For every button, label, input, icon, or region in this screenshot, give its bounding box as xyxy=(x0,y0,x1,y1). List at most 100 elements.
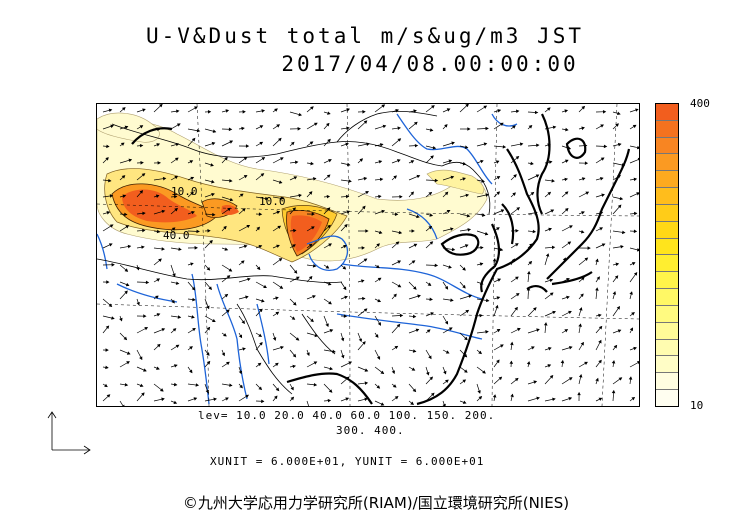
wind-vector-head xyxy=(596,276,600,280)
wind-vector-head xyxy=(413,243,418,247)
wind-vector-head xyxy=(158,258,162,262)
wind-vector-head xyxy=(136,301,140,306)
wind-vector-head xyxy=(126,361,130,365)
wind-vector-head xyxy=(533,380,538,384)
colorbar-segment xyxy=(656,221,678,239)
colorbar-segment xyxy=(656,390,678,406)
contour-label: 40.0 xyxy=(163,229,190,242)
wind-vector-head xyxy=(546,107,551,111)
wind-vector-head xyxy=(448,327,453,331)
wind-vector-head xyxy=(515,293,520,297)
wind-vector-head xyxy=(462,400,467,404)
wind-vector-head xyxy=(602,110,607,114)
wind-vector-head xyxy=(328,301,332,305)
wind-vector-head xyxy=(105,325,110,330)
wind-vector-head xyxy=(633,346,637,351)
wind-vector-head xyxy=(212,212,216,217)
wind-vector-head xyxy=(326,174,331,178)
wind-vector-head xyxy=(242,347,246,351)
wind-vector-head xyxy=(444,124,448,128)
wind-vector-head xyxy=(581,211,585,215)
wind-vector-head xyxy=(196,128,201,133)
wind-vector-head xyxy=(210,163,214,167)
wind-vector-head xyxy=(478,350,482,355)
wind-vector-head xyxy=(124,290,128,295)
wind-vector-head xyxy=(297,127,301,131)
wind-vector-head xyxy=(308,243,313,248)
wind-vector-head xyxy=(434,178,439,183)
wind-vector-head xyxy=(122,194,127,198)
wind-vector-head xyxy=(580,293,584,298)
wind-vector-head xyxy=(515,276,519,280)
map-canvas: 10.0 40.0 10.0 xyxy=(97,104,639,406)
wind-vector-head xyxy=(313,382,318,387)
wind-vector-head xyxy=(362,110,366,114)
wind-vector-head xyxy=(381,104,386,108)
wind-vector-head xyxy=(633,177,638,182)
wind-vector-head xyxy=(564,208,569,212)
wind-vector-head xyxy=(412,388,417,393)
wind-vector-head xyxy=(325,323,329,328)
wind-vector-head xyxy=(543,322,548,326)
wind-vector-head xyxy=(613,344,618,349)
dust-core-center xyxy=(221,204,239,215)
wind-vector-head xyxy=(342,286,347,291)
wind-vector-head xyxy=(466,213,471,218)
wind-vector-head xyxy=(143,368,147,372)
wind-vector-head xyxy=(600,124,604,128)
wind-vector-head xyxy=(380,370,385,375)
wind-vector-head xyxy=(363,176,368,181)
wind-vector-head xyxy=(156,229,161,234)
wind-vector-head xyxy=(363,308,368,312)
wind-vector-head xyxy=(229,197,234,202)
colorbar-segment xyxy=(656,373,678,391)
wind-vector-head xyxy=(143,314,147,318)
wind-vector-head xyxy=(119,317,123,322)
wind-vector-head xyxy=(326,122,330,127)
wind-vector-head xyxy=(568,397,573,401)
wind-vector-head xyxy=(375,334,379,338)
wind-vector-head xyxy=(328,243,332,247)
wind-vector-head xyxy=(396,323,401,328)
wind-vector-head xyxy=(581,177,586,181)
wind-vector-head xyxy=(159,388,164,392)
wind-vector-head xyxy=(224,247,229,251)
colorbar-segment xyxy=(656,356,678,374)
wind-vector-head xyxy=(312,264,317,268)
wind-vector-head xyxy=(463,353,468,358)
wind-vector-head xyxy=(111,316,115,320)
wind-vector-head xyxy=(428,191,433,196)
wind-vector-head xyxy=(105,365,109,370)
wind-vector-head xyxy=(121,107,126,111)
wind-vector-head xyxy=(192,297,196,302)
wind-vector-head xyxy=(366,142,370,146)
wind-vector-head xyxy=(261,299,265,303)
wind-vector-head xyxy=(464,336,468,341)
wind-vector-head xyxy=(429,297,433,302)
wind-vector-head xyxy=(175,142,180,147)
wind-vector-head xyxy=(207,110,212,114)
wind-vector-head xyxy=(564,109,569,113)
wind-vector-head xyxy=(229,383,233,387)
wind-vector-head xyxy=(205,389,209,394)
wind-vector-head xyxy=(171,299,175,304)
wind-vector-head xyxy=(496,359,500,364)
wind-vector-head xyxy=(227,207,231,212)
wind-vector-head xyxy=(380,402,385,406)
wind-vector-head xyxy=(139,143,144,148)
wind-vector-head xyxy=(120,142,125,146)
wind-vector-head xyxy=(378,194,382,199)
wind-vector-head xyxy=(298,193,302,198)
wind-vector-head xyxy=(444,285,449,290)
contour-levels-line1: lev= 10.0 20.0 40.0 60.0 100. 150. 200. xyxy=(198,409,496,422)
wind-vector-head xyxy=(280,345,284,350)
wind-vector-head xyxy=(450,227,454,231)
wind-vector-head xyxy=(581,126,585,131)
wind-vector-head xyxy=(566,295,570,300)
wind-vector-head xyxy=(492,258,497,262)
wind-vector-head xyxy=(431,105,435,109)
wind-vector-head xyxy=(530,191,535,196)
wind-vector-head xyxy=(174,207,178,212)
colorbar-segment xyxy=(656,204,678,222)
wind-vector-head xyxy=(483,105,488,109)
